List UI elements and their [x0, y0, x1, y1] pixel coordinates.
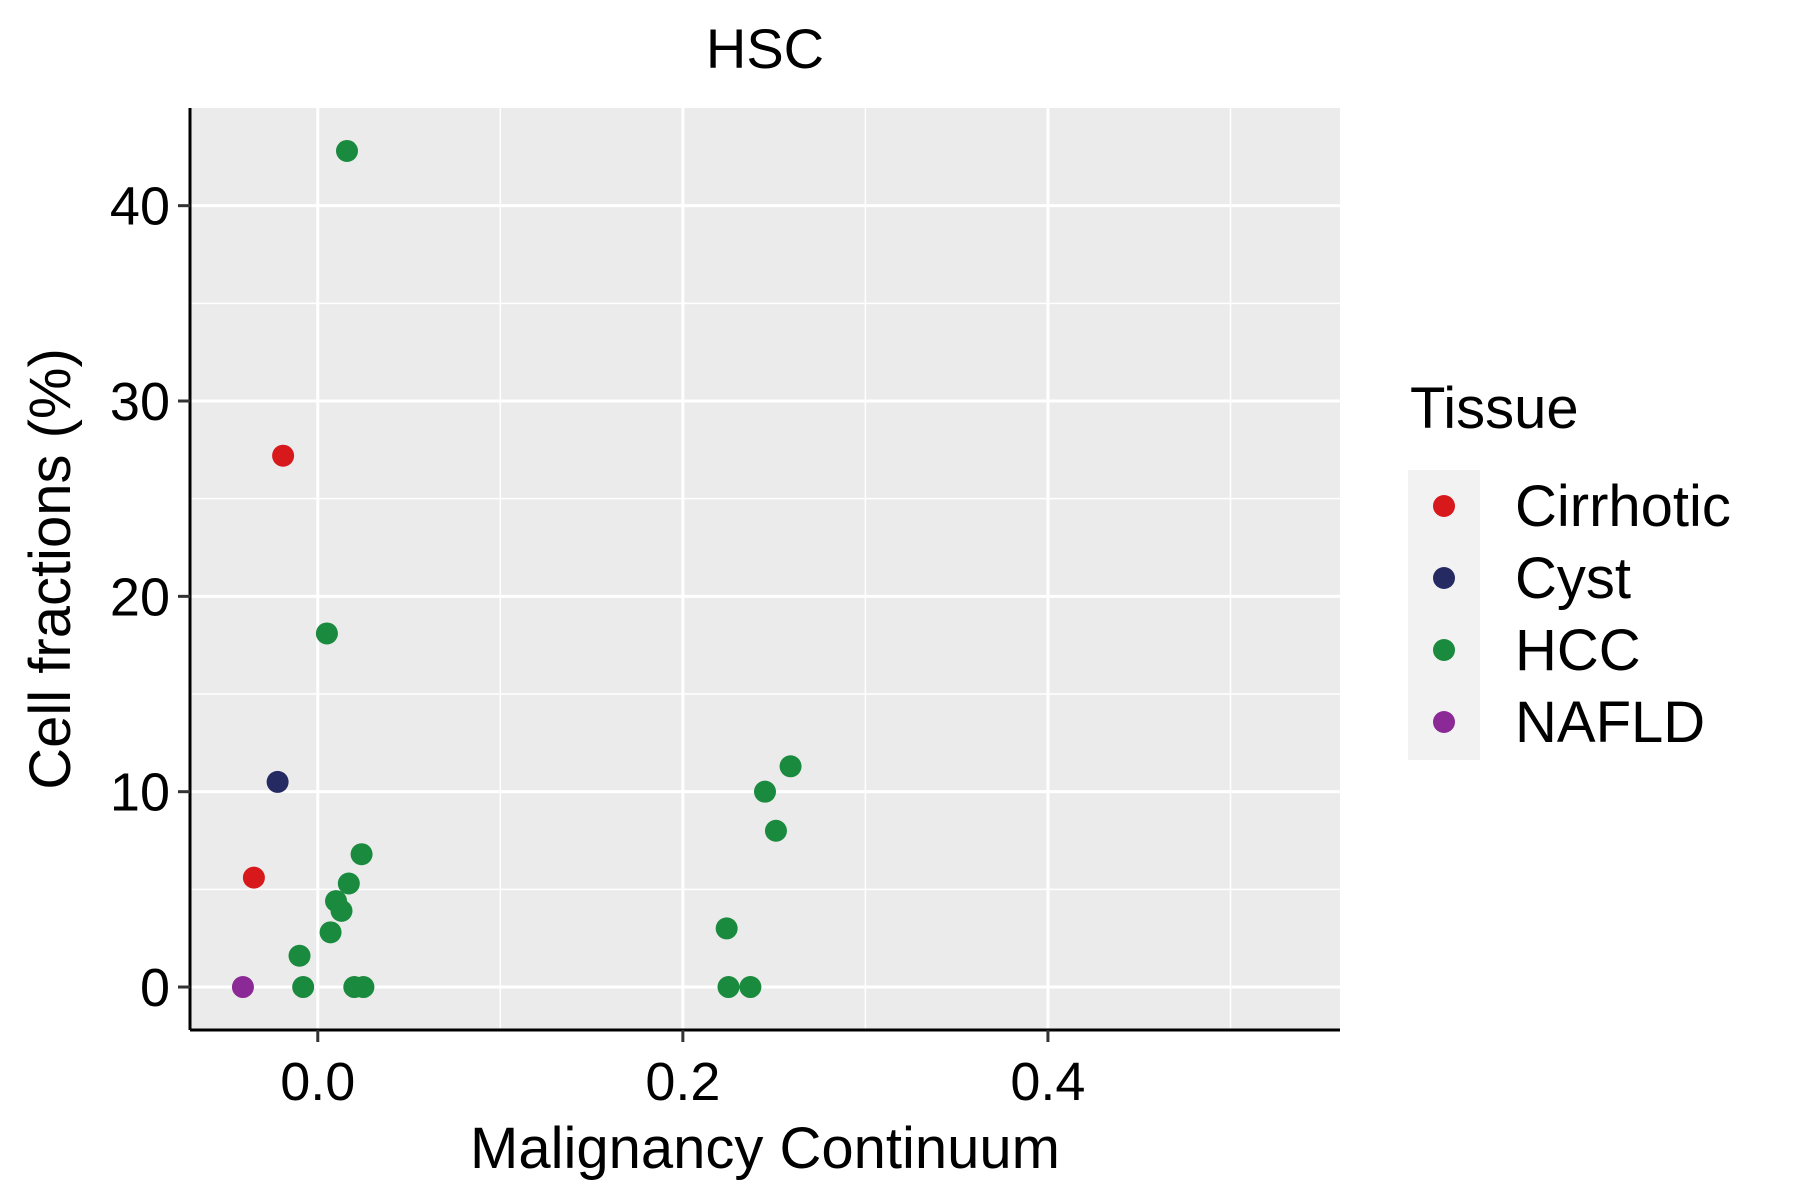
- plot-panel: [190, 108, 1340, 1030]
- point-hcc: [717, 976, 740, 999]
- legend: Tissue Cirrhotic Cyst HCC NAFLD: [1408, 376, 1731, 760]
- point-hcc: [337, 872, 360, 895]
- point-hcc: [315, 622, 338, 645]
- y-tick-label: 20: [110, 567, 170, 627]
- x-tick-label: 0.4: [1010, 1052, 1085, 1112]
- point-hcc: [350, 843, 373, 866]
- legend-title: Tissue: [1410, 376, 1579, 441]
- point-hcc: [288, 944, 311, 967]
- legend-key-cirrhotic: [1433, 495, 1455, 517]
- grid-minor: [190, 108, 1340, 1030]
- legend-label-cyst: Cyst: [1515, 546, 1631, 611]
- legend-label-nafld: NAFLD: [1515, 690, 1705, 755]
- point-cirrhotic: [242, 866, 265, 889]
- x-tick-label: 0.0: [280, 1052, 355, 1112]
- legend-label-hcc: HCC: [1515, 618, 1641, 683]
- legend-label-cirrhotic: Cirrhotic: [1515, 474, 1731, 539]
- y-tick-label: 10: [110, 763, 170, 823]
- legend-key-nafld: [1433, 711, 1455, 733]
- legend-key-hcc: [1433, 639, 1455, 661]
- grid-major: [190, 108, 1340, 1030]
- point-cirrhotic: [272, 444, 295, 467]
- point-hcc: [292, 976, 315, 999]
- y-tick-label: 30: [110, 372, 170, 432]
- y-axis-title: Cell fractions (%): [18, 348, 83, 790]
- y-tick-label: 0: [140, 958, 170, 1018]
- point-hcc: [764, 819, 787, 842]
- x-axis-ticks: 0.0 0.2 0.4: [280, 1030, 1085, 1112]
- point-hcc: [330, 899, 353, 922]
- x-tick-label: 0.2: [645, 1052, 720, 1112]
- chart-title: HSC: [706, 17, 824, 80]
- y-tick-label: 40: [110, 177, 170, 237]
- x-axis-title: Malignancy Continuum: [470, 1116, 1060, 1181]
- point-hcc: [715, 917, 738, 940]
- point-nafld: [231, 976, 254, 999]
- point-hcc: [319, 921, 342, 944]
- point-cyst: [266, 770, 289, 793]
- data-points: [231, 139, 802, 999]
- point-hcc: [352, 976, 375, 999]
- point-hcc: [779, 755, 802, 778]
- legend-key-cyst: [1433, 567, 1455, 589]
- legend-items: Cirrhotic Cyst HCC NAFLD: [1433, 474, 1731, 755]
- point-hcc: [739, 976, 762, 999]
- point-hcc: [754, 780, 776, 803]
- point-hcc: [335, 139, 358, 162]
- y-axis-ticks: 0 10 20 30 40: [110, 177, 190, 1018]
